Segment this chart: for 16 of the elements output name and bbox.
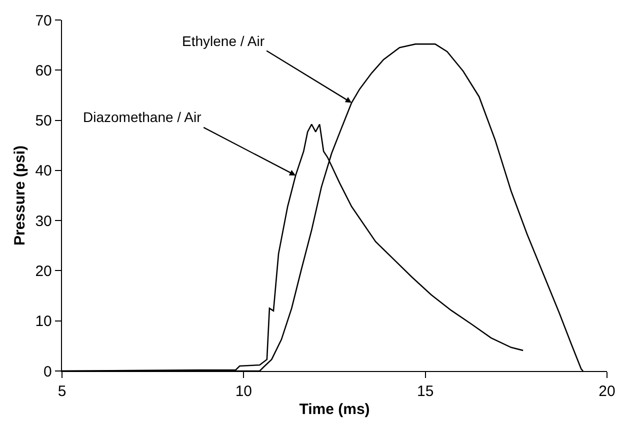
x-tick-label: 20 <box>598 383 616 400</box>
y-tick-label: 20 <box>35 262 52 280</box>
y-axis-title: Pressure (psi) <box>11 145 28 246</box>
annotation: Diazomethane / Air <box>83 109 202 125</box>
x-tick-label: 15 <box>416 383 434 400</box>
y-tick-label: 70 <box>35 12 52 30</box>
y-tick-label: 10 <box>35 313 52 330</box>
annotation: Ethylene / Air <box>182 33 265 49</box>
x-tick-label: 5 <box>58 383 66 400</box>
y-tick-label: 30 <box>35 212 52 230</box>
y-tick-label: 0 <box>44 363 52 380</box>
y-tick-label: 60 <box>35 62 52 80</box>
x-axis-title: Time (ms) <box>299 401 370 418</box>
x-tick-label: 10 <box>235 383 252 400</box>
y-tick-label: 40 <box>35 162 52 180</box>
y-tick-label: 50 <box>35 112 52 130</box>
